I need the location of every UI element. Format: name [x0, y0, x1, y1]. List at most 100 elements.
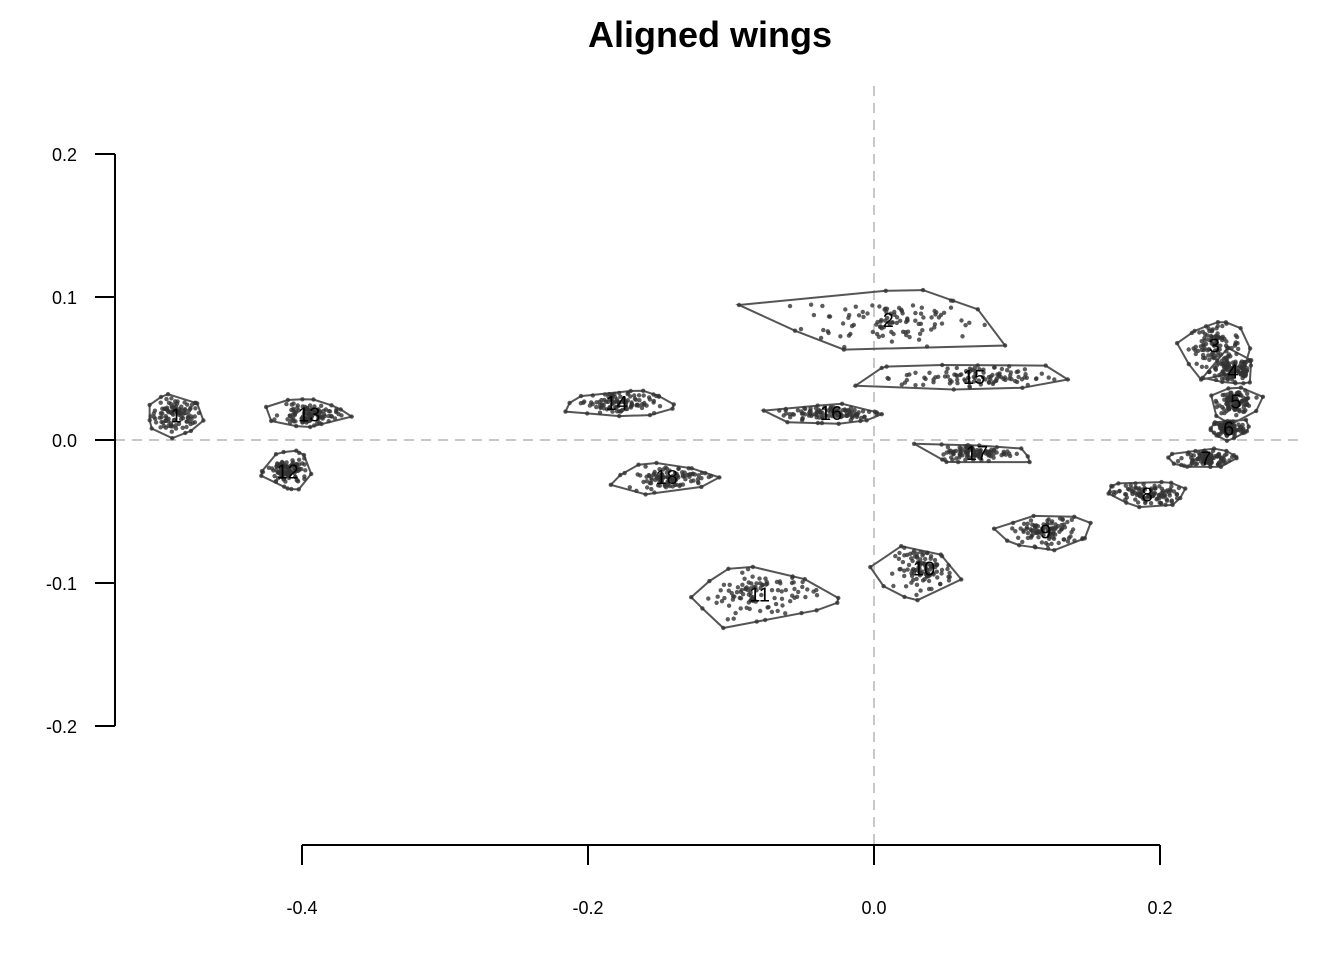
point-8	[1149, 486, 1154, 491]
point-4	[1233, 381, 1238, 386]
point-11	[780, 603, 785, 608]
point-16	[795, 408, 801, 413]
point-8	[1133, 486, 1139, 491]
point-10	[932, 557, 938, 563]
point-14	[628, 394, 633, 399]
point-18	[667, 468, 672, 473]
point-13	[285, 417, 290, 422]
point-10	[926, 578, 932, 584]
point-13	[300, 397, 305, 402]
point-8	[1132, 490, 1138, 495]
point-9	[1042, 525, 1048, 530]
point-11	[792, 595, 797, 600]
point-1	[179, 404, 184, 409]
point-11	[721, 625, 726, 631]
point-4	[1228, 365, 1233, 370]
point-14	[582, 399, 587, 404]
point-17	[1001, 451, 1006, 456]
point-15	[913, 370, 918, 375]
point-15	[1007, 364, 1012, 369]
point-15	[904, 377, 910, 383]
point-13	[269, 418, 274, 424]
point-12	[296, 457, 302, 462]
point-11	[790, 575, 795, 580]
point-8	[1133, 481, 1138, 486]
point-12	[259, 473, 264, 478]
point-11	[778, 581, 783, 586]
point-7	[1166, 455, 1171, 460]
point-1	[149, 426, 154, 431]
point-12	[259, 469, 265, 474]
point-2	[963, 323, 968, 328]
point-18	[663, 465, 668, 470]
point-13	[329, 413, 334, 419]
point-9	[1053, 522, 1058, 527]
point-16	[838, 412, 844, 417]
point-9	[1059, 523, 1064, 528]
point-10	[920, 553, 925, 558]
point-16	[858, 415, 864, 421]
landmark-label-17: 17	[966, 443, 988, 465]
point-7	[1196, 450, 1202, 456]
point-9	[1050, 519, 1055, 524]
point-13	[274, 413, 280, 418]
point-9	[1088, 520, 1093, 526]
landmark-label-3: 3	[1209, 336, 1220, 358]
point-2	[919, 305, 924, 310]
point-9	[1031, 513, 1036, 519]
point-2	[948, 298, 954, 303]
point-12	[281, 449, 286, 455]
point-8	[1111, 489, 1117, 495]
point-13	[338, 407, 343, 412]
point-14	[616, 390, 622, 396]
point-11	[749, 581, 754, 586]
point-17	[947, 448, 952, 454]
point-16	[866, 409, 872, 414]
point-2	[910, 303, 916, 308]
point-15	[966, 375, 971, 380]
point-10	[920, 578, 926, 583]
point-17	[945, 445, 951, 450]
point-11	[779, 596, 785, 601]
point-15	[947, 381, 953, 386]
landmark-hulls	[148, 289, 1265, 630]
point-17	[963, 457, 968, 463]
point-14	[603, 399, 609, 404]
point-3	[1215, 323, 1221, 329]
point-15	[990, 381, 996, 387]
point-8	[1137, 504, 1142, 510]
point-7	[1218, 464, 1224, 469]
point-1	[173, 426, 179, 431]
point-13	[263, 404, 269, 410]
point-13	[287, 413, 292, 418]
y-tick-label: 0.0	[52, 431, 77, 451]
point-8	[1162, 493, 1167, 498]
point-14	[578, 393, 584, 399]
point-9	[1065, 519, 1070, 525]
point-14	[618, 394, 623, 399]
point-7	[1185, 452, 1190, 457]
point-13	[294, 423, 299, 429]
point-17	[942, 457, 947, 462]
point-14	[641, 388, 646, 393]
point-7	[1204, 450, 1210, 456]
point-12	[302, 462, 307, 467]
point-1	[159, 415, 164, 420]
point-10	[914, 576, 919, 582]
point-3	[1203, 324, 1209, 329]
point-18	[680, 470, 685, 475]
point-8	[1148, 501, 1154, 506]
point-1	[180, 415, 186, 421]
point-15	[978, 382, 983, 387]
point-2	[821, 327, 826, 333]
point-18	[641, 479, 646, 485]
point-4	[1213, 377, 1219, 383]
point-2	[905, 316, 910, 321]
point-4	[1214, 363, 1220, 368]
point-10	[906, 562, 912, 568]
point-10	[920, 569, 925, 574]
point-2	[921, 315, 926, 320]
point-15	[973, 371, 978, 376]
point-11	[738, 589, 743, 594]
